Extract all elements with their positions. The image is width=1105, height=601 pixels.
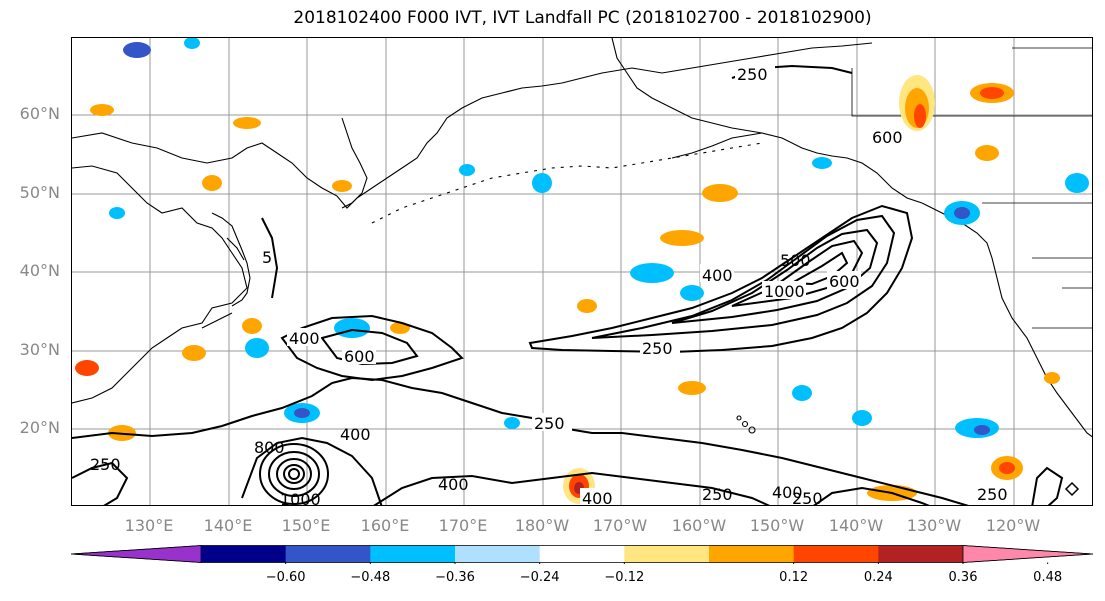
contour-label: 400 — [438, 475, 469, 494]
contour-label: 500 — [780, 251, 811, 270]
colorbar-tick-label: −0.12 — [604, 570, 645, 585]
map-canvas: 250 250 250 250 250 250 250 250 400 400 … — [72, 38, 1092, 506]
colorbar-segment — [370, 545, 456, 563]
lat-label-60n: 60°N — [19, 104, 60, 123]
colorbar-segment — [455, 545, 541, 563]
lat-label-20n: 20°N — [19, 418, 60, 437]
colorbar-segment — [285, 545, 371, 563]
lon-label: 150°W — [749, 516, 805, 535]
lon-label: 120°W — [985, 516, 1041, 535]
contour-label: 400 — [340, 425, 371, 444]
contour-label: 1000 — [764, 282, 805, 301]
contour-label: 400 — [702, 266, 733, 285]
lat-label-40n: 40°N — [19, 261, 60, 280]
colorbar-tick-label: 0.48 — [1033, 570, 1063, 585]
colorbar-segment — [793, 545, 879, 563]
contour-label: 250 — [977, 485, 1008, 504]
lon-label: 170°E — [438, 516, 488, 535]
anomaly-shading — [75, 38, 1089, 504]
contour-label: 800 — [254, 438, 285, 457]
contour-label: 250 — [737, 65, 768, 84]
colorbar-tick-label: −0.48 — [350, 570, 391, 585]
colorbar-outline — [71, 545, 1094, 563]
colorbar-segment — [624, 545, 710, 563]
lon-label: 130°E — [124, 516, 174, 535]
lon-label: 140°E — [203, 516, 253, 535]
contour-label: 250 — [534, 414, 565, 433]
map-panel: 250 250 250 250 250 250 250 250 400 400 … — [71, 37, 1093, 506]
contour-label: 5 — [262, 248, 272, 267]
lat-label-30n: 30°N — [19, 340, 60, 359]
colorbar-tick-label: 0.12 — [779, 570, 809, 585]
lon-label: 130°W — [906, 516, 962, 535]
colorbar-tick-label: 0.36 — [948, 570, 978, 585]
colorbar-segment — [878, 545, 964, 563]
contour-label: 600 — [872, 128, 903, 147]
colorbar-tick-label: −0.36 — [435, 570, 475, 585]
gridlines — [72, 38, 1092, 505]
colorbar-extend-max — [962, 545, 1094, 563]
colorbar-segment — [709, 545, 795, 563]
map-title: 2018102400 F000 IVT, IVT Landfall PC (20… — [293, 8, 872, 28]
contour-label: 600 — [344, 347, 375, 366]
colorbar-tick-label: −0.60 — [265, 570, 306, 585]
lon-label: 170°W — [592, 516, 648, 535]
contour-label: 400 — [772, 483, 803, 502]
contour-label: 250 — [90, 455, 121, 474]
contour-label: 600 — [829, 272, 860, 291]
contour-labels: 250 250 250 250 250 250 250 250 400 400 … — [90, 65, 1008, 506]
colorbar — [71, 545, 1094, 564]
lat-label-50n: 50°N — [19, 183, 60, 202]
ivt-contours — [72, 64, 1064, 505]
lon-label: 140°W — [828, 516, 884, 535]
contour-label: 250 — [642, 339, 673, 358]
contour-label: 1000 — [280, 490, 321, 506]
colorbar-segment — [201, 545, 287, 563]
contour-label: 400 — [582, 489, 613, 506]
colorbar-tick-label: 0.24 — [863, 570, 893, 585]
contour-label: 250 — [792, 489, 823, 506]
coastlines — [72, 38, 1092, 497]
contour-label: 400 — [289, 329, 320, 348]
contour-label: 250 — [702, 485, 733, 504]
lon-label: 180°W — [514, 516, 570, 535]
colorbar-tick-label: −0.24 — [519, 570, 560, 585]
lon-label: 160°E — [360, 516, 410, 535]
lon-label: 160°W — [671, 516, 727, 535]
colorbar-segment — [539, 545, 625, 563]
colorbar-extend-min — [71, 545, 202, 563]
lon-label: 150°E — [281, 516, 331, 535]
